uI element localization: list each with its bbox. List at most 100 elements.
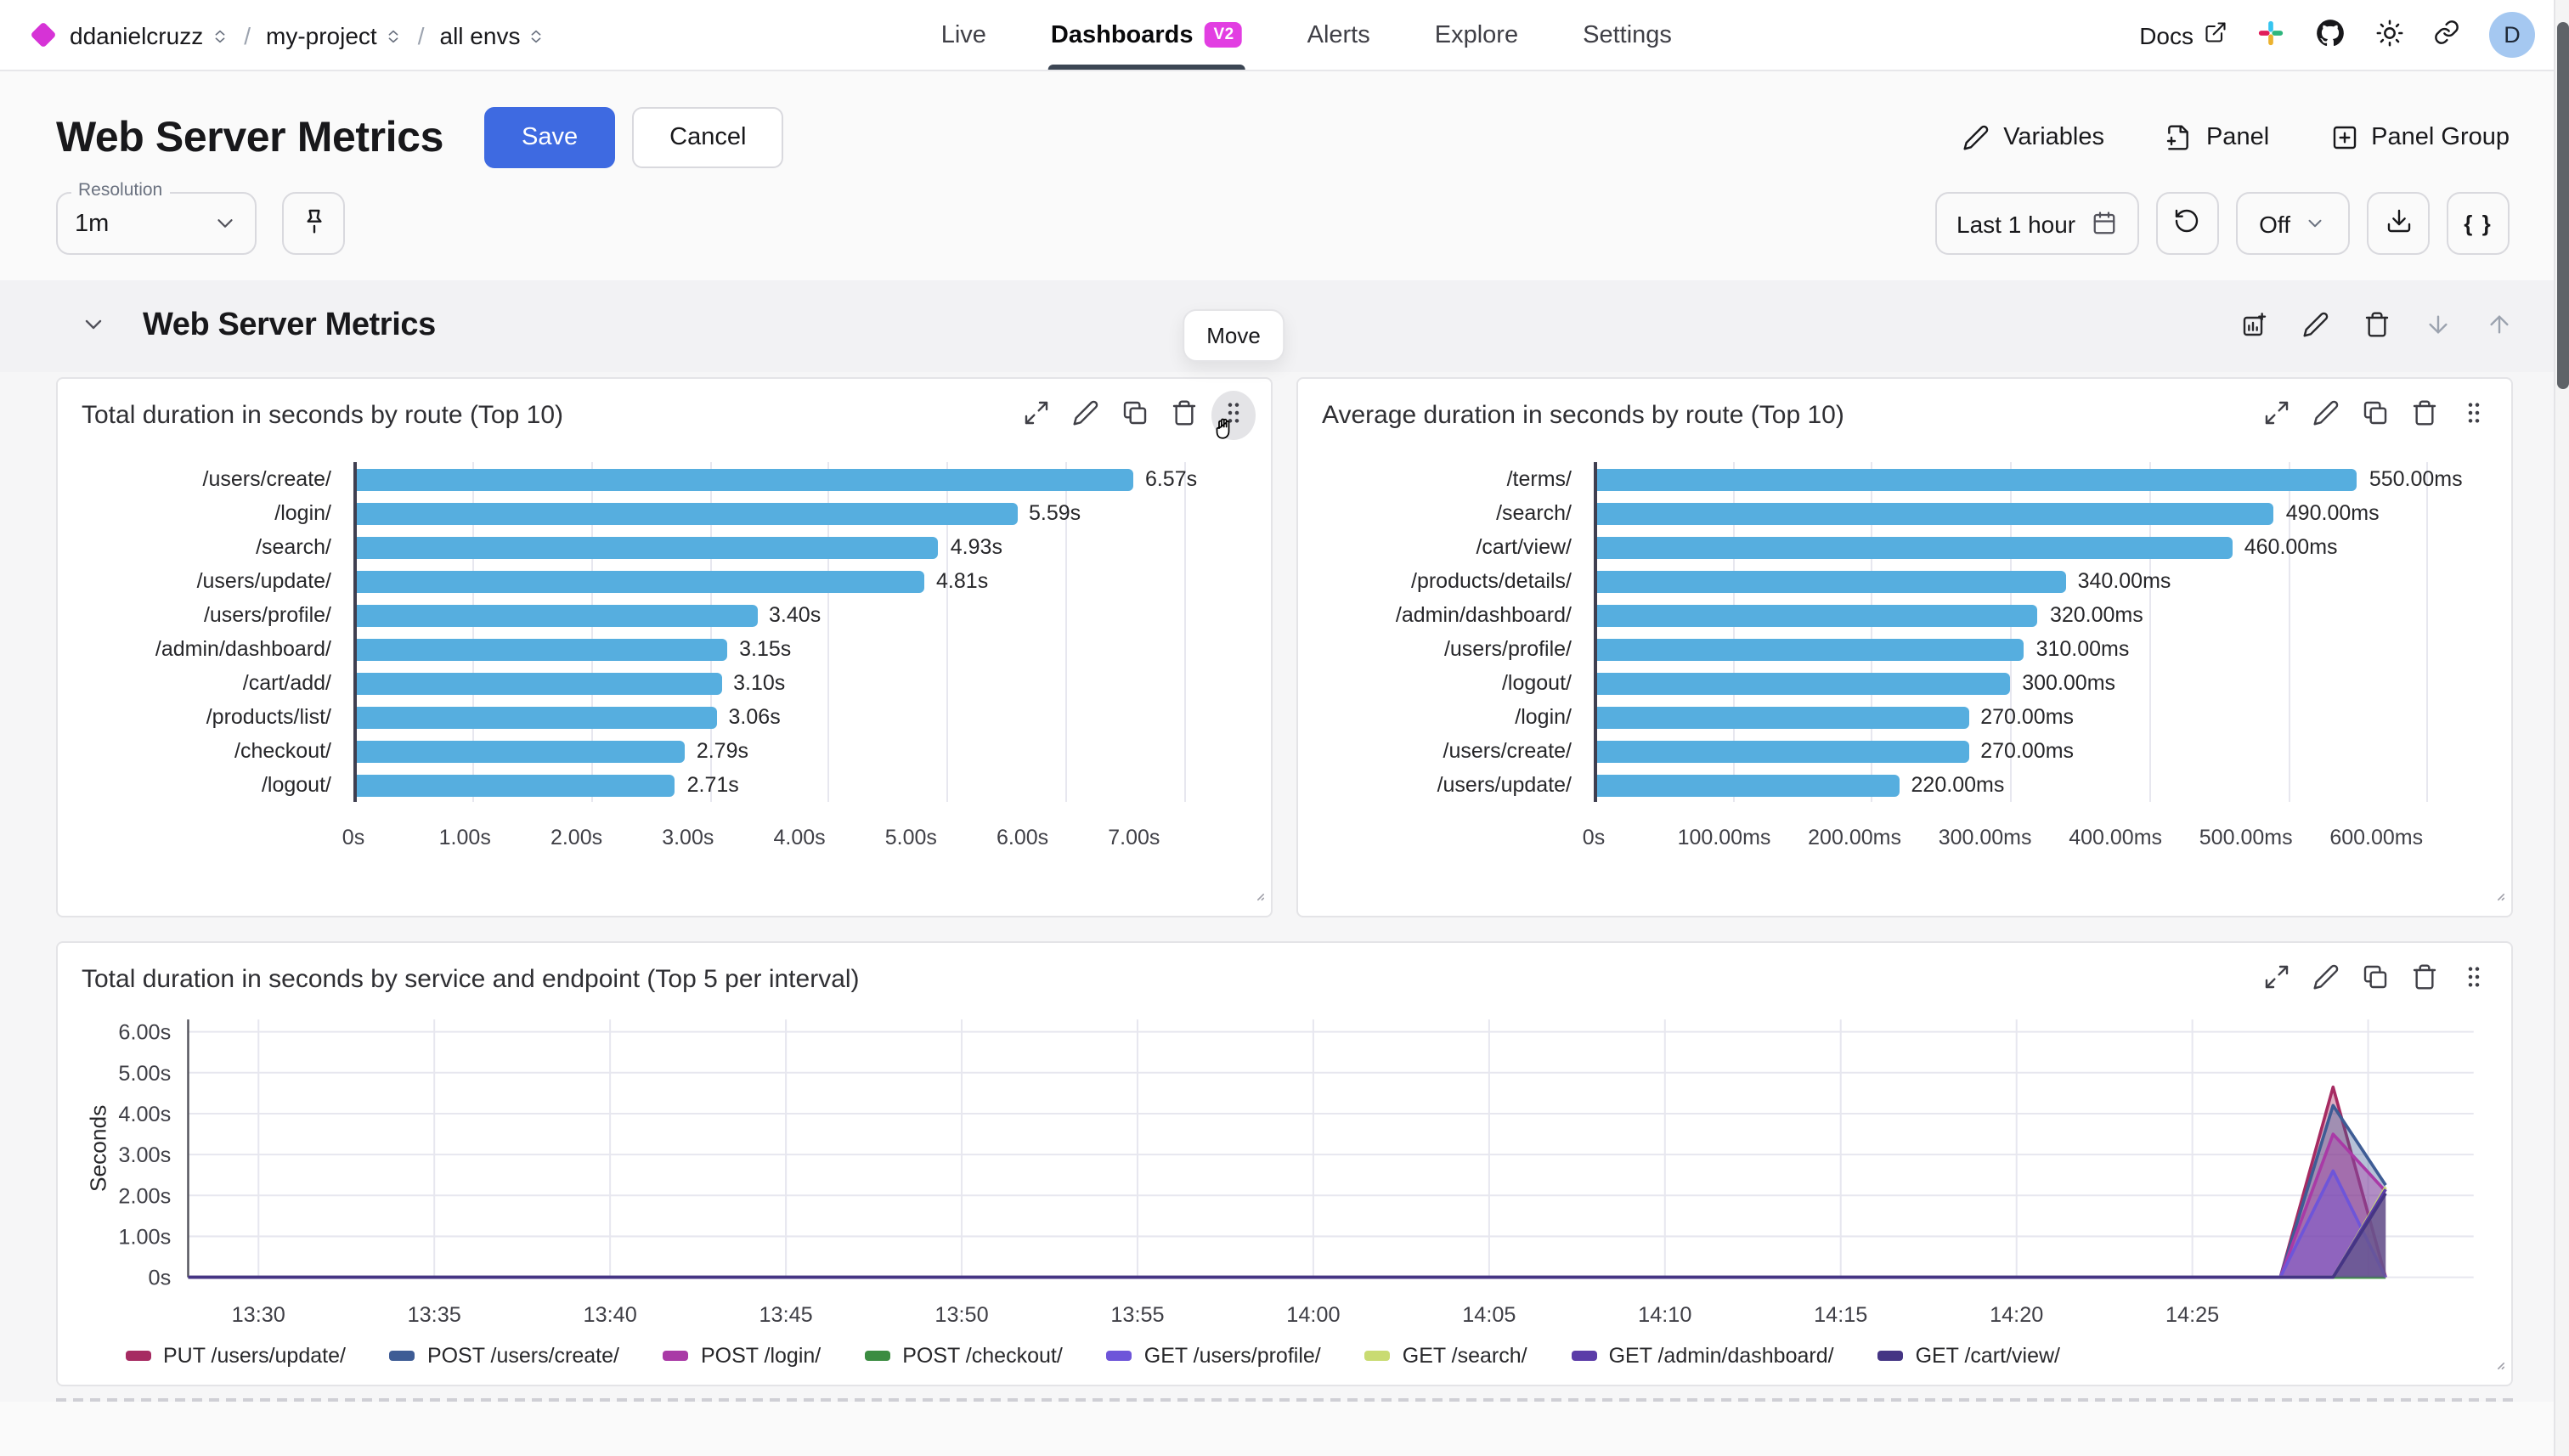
resolution-select[interactable]: Resolution 1m: [56, 180, 257, 255]
resize-handle-icon[interactable]: [2487, 1349, 2506, 1380]
variables-button[interactable]: Variables: [1962, 124, 2104, 151]
scrollbar-thumb[interactable]: [2557, 22, 2569, 389]
bar[interactable]: [1594, 638, 2024, 660]
legend-item[interactable]: PUT /users/update/: [126, 1344, 346, 1368]
refresh-button[interactable]: [2155, 192, 2219, 255]
bar[interactable]: [353, 774, 675, 796]
bar-value-label: 3.06s: [728, 705, 781, 729]
bar-track: 300.00ms: [1594, 671, 2436, 695]
edit-panel-button[interactable]: [1072, 399, 1099, 432]
tab-live[interactable]: Live: [941, 0, 986, 70]
resize-handle-icon[interactable]: [2487, 880, 2506, 911]
bar[interactable]: [1594, 502, 2274, 524]
resize-handle-icon[interactable]: [1247, 880, 1266, 911]
slack-button[interactable]: [2256, 18, 2285, 52]
pin-button[interactable]: [282, 192, 345, 255]
time-range-picker[interactable]: Last 1 hour: [1934, 192, 2139, 255]
x-tick-label: 0s: [342, 826, 365, 849]
save-button[interactable]: Save: [484, 107, 616, 168]
bar[interactable]: [1594, 774, 1900, 796]
cancel-button[interactable]: Cancel: [632, 107, 784, 168]
add-panel-group-button[interactable]: Panel Group: [2330, 124, 2510, 151]
delete-panel-button[interactable]: [2411, 399, 2438, 432]
bar[interactable]: [1594, 604, 2038, 626]
clone-panel-button[interactable]: [2362, 399, 2389, 432]
drag-panel-handle[interactable]: Move: [1183, 309, 1284, 440]
bar-track: 340.00ms: [1594, 569, 2436, 593]
tab-label: Settings: [1583, 21, 1672, 48]
legend-item[interactable]: POST /users/create/: [389, 1344, 619, 1368]
add-panel-button[interactable]: Panel: [2165, 124, 2269, 151]
drag-panel-handle[interactable]: [2460, 963, 2487, 996]
legend-item[interactable]: GET /search/: [1364, 1344, 1527, 1368]
group-move-down-button[interactable]: [2425, 310, 2452, 342]
delete-panel-button[interactable]: [1171, 399, 1198, 432]
delete-panel-button[interactable]: [2411, 963, 2438, 996]
bar[interactable]: [353, 638, 728, 660]
vertical-scrollbar[interactable]: [2554, 0, 2569, 1456]
breadcrumb-separator: /: [417, 21, 425, 48]
edit-panel-button[interactable]: [2312, 399, 2340, 432]
bar[interactable]: [353, 706, 717, 728]
edit-panel-button[interactable]: [2312, 963, 2340, 996]
breadcrumb-item-ddanielcruzz[interactable]: ddanielcruzz: [70, 21, 229, 48]
expand-panel-button[interactable]: [1023, 399, 1050, 432]
bar-track: 2.71s: [353, 773, 1196, 797]
breadcrumb: ddanielcruzz / my-project / all envs: [70, 21, 545, 48]
tab-alerts[interactable]: Alerts: [1307, 0, 1370, 70]
json-view-button[interactable]: { }: [2447, 192, 2510, 255]
github-button[interactable]: [2314, 16, 2346, 54]
bar[interactable]: [353, 536, 939, 558]
file-plus-icon: [2165, 124, 2193, 151]
bar[interactable]: [353, 468, 1133, 490]
legend-item[interactable]: GET /users/profile/: [1106, 1344, 1321, 1368]
legend-item[interactable]: GET /admin/dashboard/: [1571, 1344, 1834, 1368]
bar[interactable]: [1594, 672, 2011, 694]
svg-text:13:40: 13:40: [584, 1303, 637, 1327]
tab-settings[interactable]: Settings: [1583, 0, 1672, 70]
tab-explore[interactable]: Explore: [1435, 0, 1518, 70]
brand-logo-icon[interactable]: [30, 21, 57, 48]
group-delete-button[interactable]: [2363, 310, 2391, 342]
auto-refresh-dropdown[interactable]: Off: [2235, 192, 2350, 255]
category-label: /users/update/: [196, 569, 331, 593]
bar[interactable]: [353, 672, 722, 694]
panel-group-title: Web Server Metrics: [143, 308, 436, 343]
clone-panel-button[interactable]: [2362, 963, 2389, 996]
share-link-button[interactable]: [2433, 19, 2460, 51]
group-move-up-button[interactable]: [2486, 310, 2513, 342]
bar[interactable]: [1594, 706, 1969, 728]
download-button[interactable]: [2367, 192, 2430, 255]
x-tick-label: 300.00ms: [1938, 826, 2032, 849]
legend-item[interactable]: POST /login/: [663, 1344, 821, 1368]
bar[interactable]: [353, 502, 1017, 524]
bar[interactable]: [353, 740, 685, 762]
svg-text:13:30: 13:30: [232, 1303, 285, 1327]
docs-link[interactable]: Docs: [2139, 20, 2227, 49]
group-add-panel-button[interactable]: [2241, 310, 2268, 342]
bar[interactable]: [353, 604, 758, 626]
expand-panel-button[interactable]: [2263, 399, 2290, 432]
drag-panel-handle[interactable]: [2460, 399, 2487, 432]
breadcrumb-item-my-project[interactable]: my-project: [266, 21, 403, 48]
legend-item[interactable]: GET /cart/view/: [1877, 1344, 2060, 1368]
expand-panel-button[interactable]: [2263, 963, 2290, 996]
bar-value-label: 4.93s: [950, 535, 1002, 559]
bar[interactable]: [1594, 570, 2066, 592]
pencil-icon: [2312, 963, 2340, 996]
collapse-group-button[interactable]: [80, 310, 107, 342]
bar[interactable]: [1594, 740, 1969, 762]
resolution-value: 1m: [75, 210, 110, 237]
tab-dashboards[interactable]: Dashboards V2: [1047, 0, 1246, 70]
clone-panel-button[interactable]: [1121, 399, 1149, 432]
breadcrumb-label: my-project: [266, 21, 377, 48]
bar[interactable]: [1594, 468, 2357, 490]
group-edit-button[interactable]: [2302, 310, 2329, 342]
bar[interactable]: [353, 570, 925, 592]
breadcrumb-item-all-envs[interactable]: all envs: [440, 21, 546, 48]
legend-item[interactable]: POST /checkout/: [865, 1344, 1063, 1368]
avatar[interactable]: D: [2489, 12, 2535, 58]
theme-toggle-button[interactable]: [2375, 18, 2404, 52]
bar[interactable]: [1594, 536, 2233, 558]
bar-track: 460.00ms: [1594, 535, 2436, 559]
